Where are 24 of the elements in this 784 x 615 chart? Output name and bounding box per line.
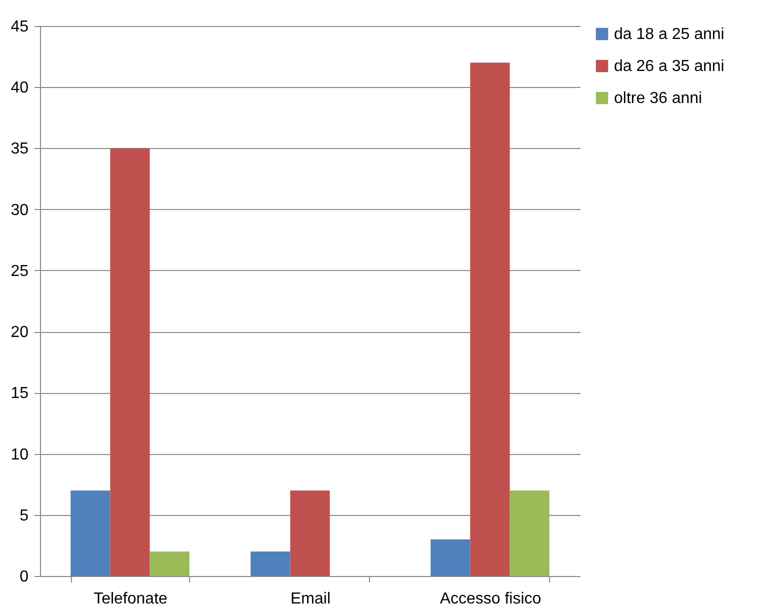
bar [510, 490, 550, 576]
bar [250, 552, 290, 576]
y-tick-label: 30 [10, 202, 29, 219]
legend-label: da 26 a 35 anni [614, 58, 724, 75]
bar [470, 62, 510, 576]
bar [110, 148, 150, 576]
legend-label: oltre 36 anni [614, 90, 702, 107]
x-tick-label: Telefonate [94, 590, 168, 608]
y-tick-label: 0 [20, 568, 29, 586]
y-tick-label: 40 [10, 80, 29, 97]
x-tick-label: Accesso fisico [440, 590, 542, 608]
bar [70, 490, 110, 576]
bar [430, 539, 470, 576]
x-tick-label: Email [290, 590, 331, 608]
y-tick-label: 5 [20, 507, 29, 524]
y-tick-label: 25 [10, 262, 29, 280]
bar [150, 552, 190, 576]
y-tick-label: 35 [10, 140, 29, 158]
y-tick-label: 20 [10, 324, 29, 342]
y-tick-label: 15 [10, 385, 29, 402]
y-tick-label: 45 [10, 18, 29, 36]
bar [290, 490, 330, 576]
y-tick-label: 10 [10, 446, 29, 464]
legend-label: da 18 a 25 anni [614, 26, 724, 43]
